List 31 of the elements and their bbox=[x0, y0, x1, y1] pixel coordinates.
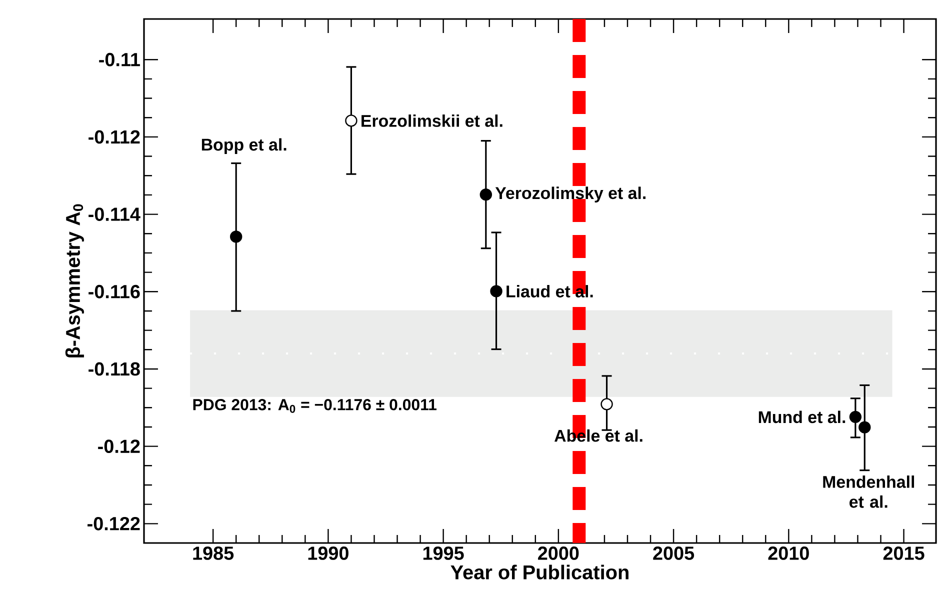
point bbox=[345, 114, 358, 127]
x-tick-label: 2015 bbox=[883, 546, 924, 560]
y-tick-label: -0.116 bbox=[88, 284, 140, 298]
y-tick-label: -0.12 bbox=[98, 440, 140, 454]
y-tick-label: -0.122 bbox=[88, 516, 140, 530]
x-tick-label: 1985 bbox=[193, 546, 234, 560]
annotation: Yerozolimsky et al. bbox=[495, 186, 646, 202]
y-tick-label: -0.114 bbox=[88, 208, 140, 221]
x-tick-label: 2005 bbox=[653, 546, 694, 560]
annotation: Mendenhall et al. bbox=[823, 476, 914, 508]
point bbox=[480, 188, 492, 201]
point bbox=[849, 410, 862, 424]
x-axis-title: Year of Publication bbox=[450, 564, 628, 580]
point bbox=[600, 398, 613, 410]
y-axis-title: β-Asymmetry A$_{0}$ bbox=[65, 204, 84, 358]
band-label: PDG 2013: A$_{0}$ = −0.1176 ± 0.0011 bbox=[193, 399, 436, 413]
annotation: Bopp et al. bbox=[202, 138, 286, 154]
annotation: Liaud et al. bbox=[506, 285, 593, 298]
annotation: Abele et al. bbox=[554, 429, 642, 442]
point bbox=[490, 285, 502, 298]
y-tick-label: -0.118 bbox=[88, 362, 140, 376]
x-tick-label: 1995 bbox=[423, 546, 464, 560]
y-tick-label: -0.112 bbox=[88, 130, 140, 144]
x-tick-label: 1990 bbox=[308, 546, 348, 560]
point bbox=[858, 421, 871, 434]
x-tick-label: 2010 bbox=[768, 546, 809, 560]
y-tick-label: -0.11 bbox=[99, 52, 140, 66]
x-tick-label: 2000 bbox=[538, 546, 579, 560]
point bbox=[230, 230, 242, 243]
annotation: Erozolimskii et al. bbox=[362, 114, 502, 127]
annotation: Mund et al. bbox=[758, 410, 846, 424]
